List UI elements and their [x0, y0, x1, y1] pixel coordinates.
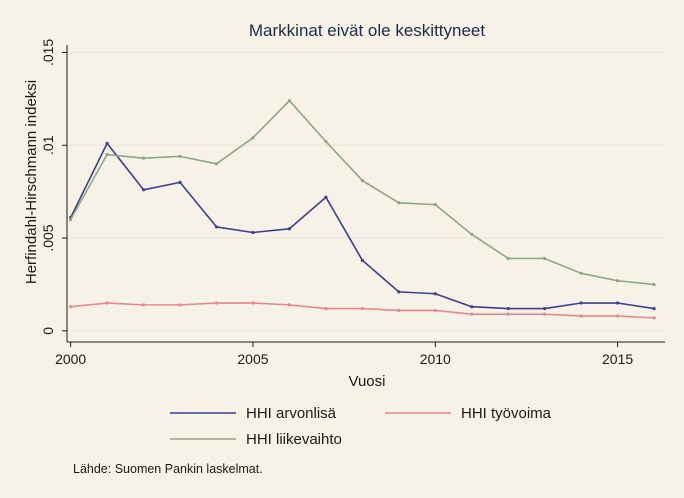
- data-point: [69, 305, 73, 309]
- y-axis-title: Herfindahl-Hirschmann indeksi: [23, 80, 40, 284]
- legend: HHI arvonlisä HHI työvoima HHI liikevaihto: [170, 405, 552, 448]
- data-point: [397, 308, 401, 313]
- chart-title: Markkinat eivät ole keskittyneet: [249, 21, 485, 40]
- data-point: [105, 301, 109, 305]
- source-note: Lähde: Suomen Pankin laskelmat.: [73, 462, 263, 476]
- series-3: [69, 99, 656, 287]
- data-point: [506, 306, 510, 311]
- series-2: [69, 301, 656, 320]
- legend-label: HHI liikevaihto: [246, 431, 342, 448]
- y-tick-label: .015: [40, 39, 56, 66]
- gridlines: [67, 51, 665, 332]
- data-point: [543, 256, 547, 261]
- data-point: [141, 303, 146, 307]
- data-point: [251, 301, 255, 305]
- data-point: [214, 301, 219, 305]
- y-tick-label: 0: [40, 327, 56, 335]
- data-point: [579, 271, 583, 275]
- data-point: [214, 225, 219, 229]
- series-layer: [69, 99, 656, 320]
- series-1: [69, 141, 656, 311]
- data-point: [652, 306, 656, 311]
- y-tick-label: .005: [40, 224, 56, 251]
- data-point: [543, 306, 547, 311]
- data-point: [615, 301, 620, 305]
- data-point: [360, 178, 364, 183]
- legend-item: HHI arvonlisä: [170, 405, 337, 422]
- data-point: [433, 203, 437, 207]
- x-ticks: 2000 2005 2010 2015: [55, 342, 633, 367]
- data-point: [433, 292, 437, 296]
- data-point: [178, 154, 182, 158]
- data-point: [360, 258, 364, 262]
- data-point: [652, 316, 656, 320]
- data-point: [470, 312, 474, 316]
- y-ticks: 0 .005 .01 .015: [40, 39, 67, 335]
- data-point: [287, 303, 292, 307]
- x-tick-label: 2010: [420, 351, 451, 367]
- data-point: [360, 306, 364, 311]
- x-axis-title: Vuosi: [349, 373, 386, 390]
- data-point: [141, 188, 146, 192]
- legend-label: HHI työvoima: [461, 405, 552, 422]
- data-point: [251, 136, 255, 140]
- data-point: [579, 314, 583, 318]
- data-point: [324, 195, 328, 199]
- data-point: [251, 230, 255, 235]
- data-point: [214, 162, 219, 166]
- data-point: [178, 180, 182, 184]
- data-point: [506, 256, 510, 261]
- data-point: [105, 141, 109, 145]
- data-point: [397, 290, 401, 294]
- data-point: [470, 232, 474, 236]
- data-point: [324, 139, 328, 144]
- data-point: [397, 201, 401, 205]
- data-point: [579, 301, 583, 305]
- data-point: [615, 279, 620, 283]
- y-tick-label: .01: [40, 135, 56, 155]
- data-point: [141, 156, 146, 160]
- legend-label: HHI arvonlisä: [246, 405, 337, 422]
- x-tick-label: 2015: [602, 351, 633, 367]
- x-tick-label: 2005: [237, 351, 268, 367]
- data-point: [69, 217, 73, 222]
- data-point: [652, 282, 656, 287]
- data-point: [178, 303, 182, 307]
- data-point: [287, 227, 292, 231]
- legend-item: HHI työvoima: [385, 405, 552, 422]
- data-point: [470, 305, 474, 309]
- data-point: [324, 306, 328, 311]
- data-point: [433, 308, 437, 313]
- axes: [66, 45, 665, 343]
- data-point: [287, 99, 292, 103]
- data-point: [506, 312, 510, 316]
- data-point: [615, 314, 620, 318]
- data-point: [105, 152, 109, 157]
- data-point: [543, 312, 547, 316]
- legend-item: HHI liikevaihto: [170, 431, 342, 448]
- x-tick-label: 2000: [55, 351, 86, 367]
